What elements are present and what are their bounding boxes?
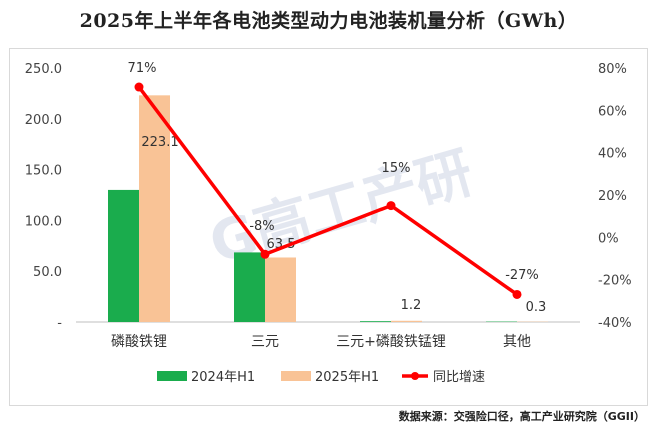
bar-2025h1 <box>265 257 296 322</box>
data-label-2025h1: 0.3 <box>526 300 547 315</box>
growth-line <box>137 85 519 296</box>
legend-label-2024h1: 2024年H1 <box>191 370 255 385</box>
bar-2024h1 <box>234 252 265 322</box>
bar-2025h1 <box>391 320 422 322</box>
growth-point <box>134 82 144 92</box>
bar-2025h1 <box>139 95 170 322</box>
y-left-tick-label: 100.0 <box>25 214 62 229</box>
category-label: 三元+磷酸铁锰锂 <box>336 334 446 350</box>
category-label: 三元 <box>251 334 279 350</box>
data-label-2025h1: 63.5 <box>267 237 296 252</box>
growth-data-label: 71% <box>128 61 157 76</box>
legend-label-growth: 同比增速 <box>433 370 485 385</box>
y-left-tick-label: - <box>57 316 62 331</box>
growth-data-label: 15% <box>382 161 411 176</box>
legend-swatch-2025h1 <box>281 371 311 381</box>
growth-point <box>386 201 396 211</box>
y-left-tick-label: 200.0 <box>25 113 62 128</box>
source-note: 数据来源：交强险口径，高工产业研究院（GGII） <box>398 410 645 423</box>
legend-swatch-2024h1 <box>157 371 187 381</box>
legend-label-2025h1: 2025年H1 <box>315 370 379 385</box>
y-left-tick-label: 50.0 <box>33 265 62 280</box>
y-right-tick-label: 40% <box>598 147 627 162</box>
y-right-tick-label: 0% <box>598 231 619 246</box>
data-label-2025h1: 1.2 <box>401 298 422 313</box>
legend-marker-growth <box>411 372 419 380</box>
category-label: 其他 <box>503 334 531 350</box>
bar-2024h1 <box>360 321 391 322</box>
growth-point <box>512 289 522 299</box>
growth-data-label: -8% <box>249 219 274 234</box>
bar-2024h1 <box>108 189 139 322</box>
data-label-2025h1: 223.1 <box>141 135 178 150</box>
y-right-tick-label: 20% <box>598 189 627 204</box>
plot-area: - 50.0 100.0 150.0 200.0 250.0 -40% -20% 0% 20% 40… <box>25 61 632 385</box>
category-label: 磷酸铁锂 <box>111 334 167 350</box>
chart-title: 2025年上半年各电池类型动力电池装机量分析（GWh） <box>79 10 578 32</box>
growth-data-label: -27% <box>505 268 539 283</box>
y-right-tick-label: 80% <box>598 62 627 77</box>
y-left-tick-label: 150.0 <box>25 164 62 179</box>
y-left-tick-label: 250.0 <box>25 62 62 77</box>
growth-point <box>260 249 270 259</box>
y-right-tick-label: -40% <box>598 316 632 331</box>
y-right-tick-label: -20% <box>598 274 632 289</box>
y-right-tick-label: 60% <box>598 104 627 119</box>
